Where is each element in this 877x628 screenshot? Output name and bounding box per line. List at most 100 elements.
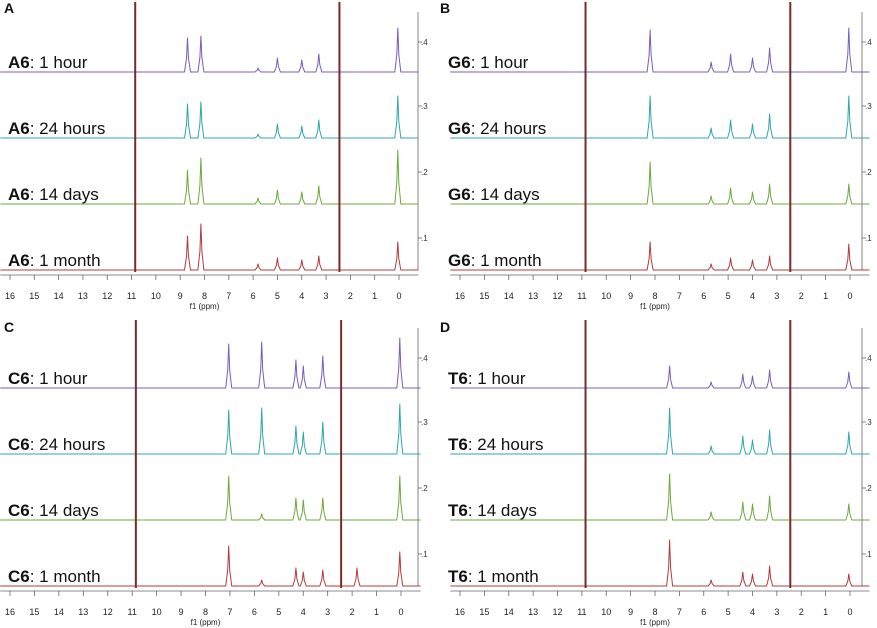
series-label: T6: 24 hours [448, 435, 543, 454]
y-tick-label: .2 [421, 484, 428, 493]
x-axis-label: f1 (ppm) [640, 302, 670, 311]
spectrum-trace-1-hour [0, 27, 419, 73]
x-tick-label: 0 [847, 607, 852, 617]
series-label: G6: 24 hours [448, 119, 546, 138]
x-tick-label: 4 [750, 607, 755, 617]
x-tick-label: 8 [202, 291, 207, 301]
x-tick-label: 12 [552, 291, 562, 301]
x-tick-label: 9 [178, 291, 183, 301]
x-tick-label: 7 [677, 607, 682, 617]
x-tick-label: 11 [127, 291, 136, 301]
x-tick-label: 13 [528, 291, 538, 301]
x-tick-label: 12 [552, 607, 562, 617]
series-label: G6: 14 days [448, 185, 540, 204]
spectrum-trace-14-days [450, 473, 870, 521]
y-tick-label: .1 [421, 550, 428, 559]
series-label: C6: 1 hour [8, 369, 88, 388]
spectrum-trace-1-hour [450, 365, 870, 389]
x-tick-label: 1 [823, 607, 828, 617]
x-tick-label: 15 [29, 291, 39, 301]
x-tick-label: 1 [374, 607, 379, 617]
x-tick-label: 13 [78, 607, 88, 617]
x-tick-label: 16 [5, 607, 15, 617]
x-tick-label: 8 [652, 291, 657, 301]
panel-a: A.1.2.3.416 15 14 13 12 11 10 9 8 7 6 5 4 3 2 1 0f1 (ppm… [0, 0, 428, 311]
x-tick-label: 12 [103, 607, 113, 617]
x-tick-label: 14 [504, 607, 514, 617]
x-tick-label: 10 [601, 607, 611, 617]
y-tick-label: .4 [865, 354, 872, 363]
y-tick-label: .3 [421, 102, 428, 111]
series-label: A6: 14 days [8, 185, 99, 204]
x-tick-label: 15 [29, 607, 39, 617]
y-tick-label: .4 [865, 38, 872, 47]
spectrum-trace-1-month [450, 539, 870, 587]
x-tick-label: 0 [847, 291, 852, 301]
x-tick-label: 9 [628, 607, 633, 617]
spectrum-trace-1-hour [0, 337, 421, 389]
y-tick-label: .2 [865, 168, 872, 177]
x-tick-label: 3 [774, 607, 779, 617]
x-tick-label: 8 [203, 607, 208, 617]
x-tick-label: 3 [325, 607, 330, 617]
panel-c: C.1.2.3.416 15 14 13 12 11 10 9 8 7 6 5 4 3 2 1 0f1 (ppm… [0, 319, 428, 627]
x-tick-label: 8 [652, 607, 657, 617]
x-tick-label: 14 [504, 291, 514, 301]
panel-b: B.1.2.3.416 15 14 13 12 11 10 9 8 7 6 5 4 3 2 1 0f1 (ppm… [440, 0, 872, 311]
panel-letter: B [440, 0, 450, 16]
x-tick-label: 14 [54, 607, 64, 617]
x-axis-label: f1 (ppm) [640, 618, 670, 627]
x-tick-label: 2 [348, 291, 353, 301]
series-label: A6: 1 hour [8, 53, 88, 72]
x-tick-label: 10 [601, 291, 611, 301]
x-tick-label: 3 [324, 291, 329, 301]
x-tick-label: 12 [102, 291, 112, 301]
x-tick-label: 13 [528, 607, 538, 617]
x-tick-label: 16 [5, 291, 15, 301]
panel-d: D.1.2.3.416 15 14 13 12 11 10 9 8 7 6 5 4 3 2 1 0f1 (ppm… [440, 319, 872, 627]
y-tick-label: .3 [421, 418, 428, 427]
spectrum-trace-1-hour [450, 27, 870, 73]
x-tick-label: 16 [455, 607, 465, 617]
x-tick-label: 5 [726, 607, 731, 617]
x-tick-label: 6 [701, 607, 706, 617]
y-tick-label: .1 [865, 550, 872, 559]
panel-letter: C [4, 319, 14, 335]
y-tick-label: .1 [421, 234, 428, 243]
x-tick-label: 5 [726, 291, 731, 301]
x-axis-label: f1 (ppm) [190, 302, 220, 311]
x-tick-label: 7 [227, 607, 232, 617]
x-tick-label: 2 [799, 291, 804, 301]
x-tick-label: 10 [151, 291, 161, 301]
x-tick-label: 6 [252, 607, 257, 617]
spectrum-trace-14-days [0, 475, 421, 521]
spectrum-trace-24-hours [0, 95, 419, 139]
series-label: C6: 14 days [8, 501, 99, 520]
spectrum-trace-14-days [0, 149, 419, 205]
x-tick-label: 5 [276, 607, 281, 617]
x-tick-label: 15 [479, 607, 489, 617]
spectrum-trace-1-month [450, 241, 870, 271]
x-tick-label: 9 [628, 291, 633, 301]
series-label: T6: 1 month [448, 567, 539, 586]
x-tick-label: 4 [301, 607, 306, 617]
series-label: T6: 1 hour [448, 369, 526, 388]
y-tick-label: .3 [865, 102, 872, 111]
x-tick-label: 16 [455, 291, 465, 301]
panel-letter: A [4, 0, 14, 16]
x-tick-label: 6 [251, 291, 256, 301]
y-tick-label: .4 [421, 354, 428, 363]
series-label: A6: 1 month [8, 251, 101, 270]
spectrum-trace-24-hours [0, 403, 421, 455]
x-tick-label: 14 [54, 291, 64, 301]
x-tick-label: 2 [350, 607, 355, 617]
series-label: G6: 1 hour [448, 53, 529, 72]
x-tick-label: 15 [479, 291, 489, 301]
y-tick-label: .3 [865, 418, 872, 427]
series-label: G6: 1 month [448, 251, 542, 270]
x-axis-label: f1 (ppm) [191, 618, 221, 627]
spectrum-trace-14-days [450, 161, 870, 205]
x-tick-label: 6 [701, 291, 706, 301]
x-tick-label: 2 [799, 607, 804, 617]
